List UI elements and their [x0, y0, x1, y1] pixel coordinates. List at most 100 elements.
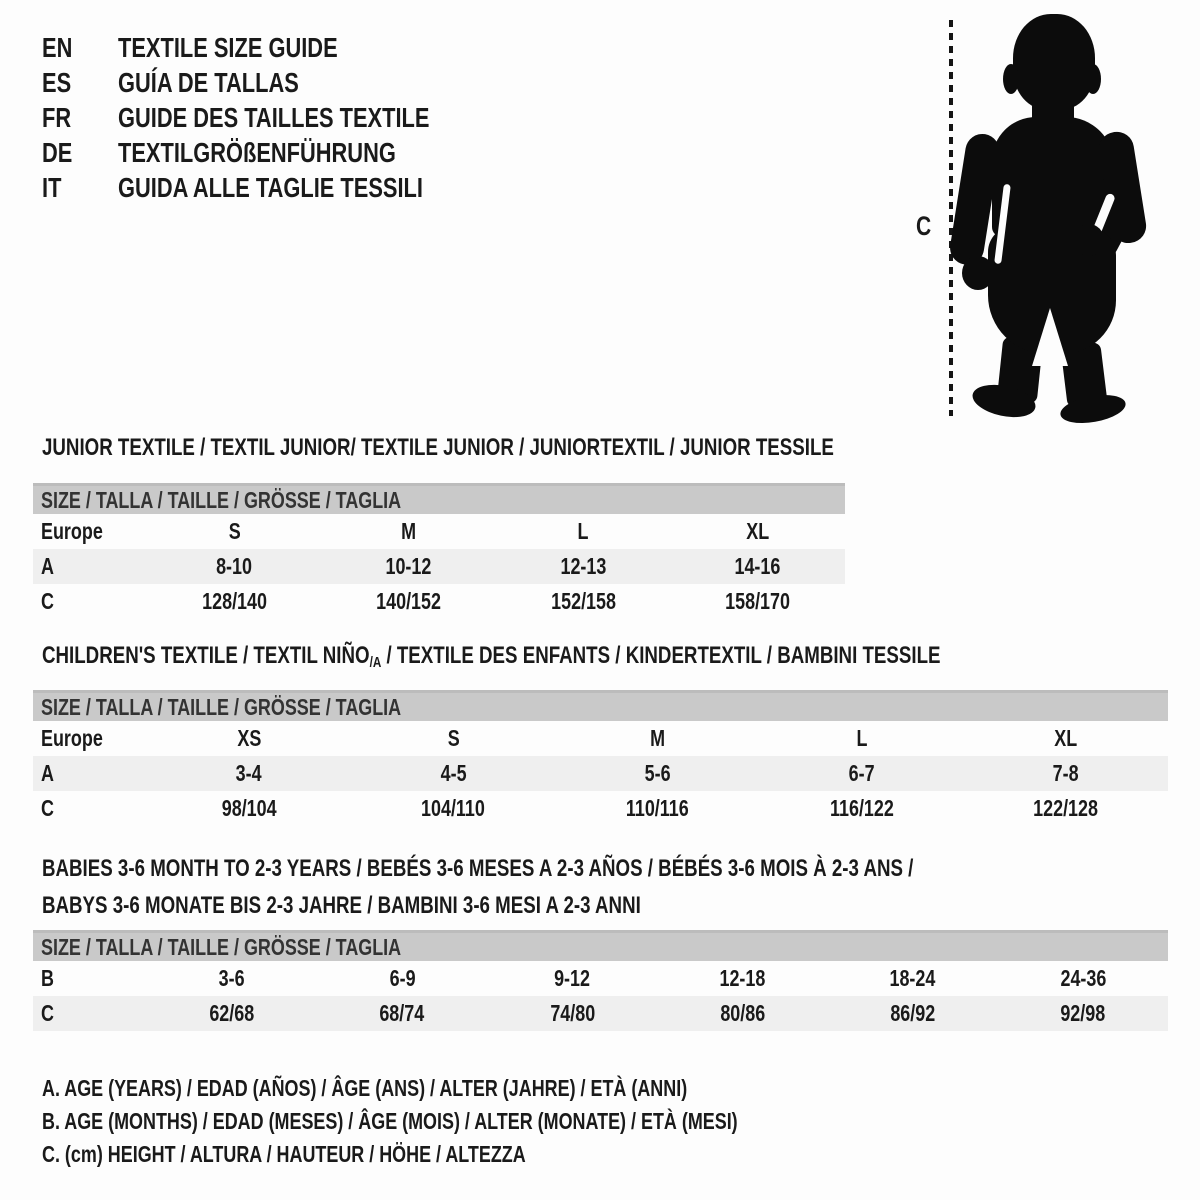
- cell-text: XS: [237, 725, 262, 751]
- language-title: TEXTILE SIZE GUIDE: [118, 32, 517, 64]
- babies-table-title: BABIES 3-6 MONTH TO 2-3 YEARS / BEBÉS 3-…: [42, 850, 1159, 924]
- cell-text: L: [577, 518, 589, 544]
- children-size-table: SIZE / TALLA / TAILLE / GRÖSSE / TAGLIA …: [33, 690, 1168, 826]
- table-cell: 158/170: [671, 588, 846, 615]
- legend-line-c: C. (cm) HEIGHT / ALTURA / HAUTEUR / HÖHE…: [42, 1138, 934, 1171]
- table-cell: 128/140: [147, 588, 322, 615]
- table-cell: 68/74: [317, 1000, 487, 1027]
- table-cell: 80/86: [658, 1000, 828, 1027]
- babies-title-line2-text: BABYS 3-6 MONATE BIS 2-3 JAHRE / BAMBINI…: [42, 892, 641, 919]
- table-cell: L: [760, 725, 964, 752]
- language-title-text: GUÍA DE TALLAS: [118, 66, 299, 98]
- legend-line-b-text: B. AGE (MONTHS) / EDAD (MESES) / ÂGE (MO…: [42, 1108, 738, 1134]
- language-title-text: TEXTILGRÖßENFÜHRUNG: [118, 136, 396, 168]
- cell-text: 3-6: [219, 965, 246, 991]
- cell-text: 158/170: [725, 588, 791, 614]
- cell-text: 92/98: [1060, 1000, 1106, 1026]
- cell-text: 6-9: [389, 965, 416, 991]
- silhouette-hand-left: [962, 256, 994, 290]
- table-cell: 122/128: [964, 795, 1168, 822]
- table-cell: M: [555, 725, 759, 752]
- cell-text: 9-12: [554, 965, 591, 991]
- size-header-text: SIZE / TALLA / TAILLE / GRÖSSE / TAGLIA: [41, 693, 402, 720]
- table-cell: L: [496, 518, 671, 545]
- table-row-europe: Europe XS S M L XL: [33, 721, 1168, 756]
- cell-text: 86/92: [890, 1000, 936, 1026]
- cell-text: XL: [1054, 725, 1078, 751]
- cell-text: 140/152: [376, 588, 442, 614]
- babies-title-line1: BABIES 3-6 MONTH TO 2-3 YEARS / BEBÉS 3-…: [42, 850, 1159, 887]
- language-title: GUIDE DES TAILLES TEXTILE: [118, 102, 517, 134]
- cell-text: 14-16: [734, 553, 781, 579]
- cell-text: 68/74: [379, 1000, 425, 1026]
- table-cell: 12-18: [658, 965, 828, 992]
- cell-text: M: [650, 725, 665, 751]
- table-row-a: A 3-4 4-5 5-6 6-7 7-8: [33, 756, 1168, 791]
- language-code: EN: [42, 32, 118, 64]
- legend-line-c-text: C. (cm) HEIGHT / ALTURA / HAUTEUR / HÖHE…: [42, 1141, 526, 1167]
- row-label-text: Europe: [41, 725, 103, 751]
- row-label: Europe: [33, 518, 147, 545]
- cell-text: XL: [746, 518, 770, 544]
- table-row-c: C 62/68 68/74 74/80 80/86 86/92 92/98: [33, 996, 1168, 1031]
- table-cell: XS: [147, 725, 351, 752]
- silhouette-ear-right: [1085, 64, 1101, 94]
- language-code-text: DE: [42, 136, 73, 168]
- table-cell: S: [147, 518, 322, 545]
- silhouette-ear-left: [1003, 64, 1019, 94]
- row-label: Europe: [33, 725, 147, 752]
- language-code: DE: [42, 137, 118, 169]
- row-label: A: [33, 553, 147, 580]
- cell-text: 18-24: [889, 965, 936, 991]
- table-cell: 3-6: [147, 965, 317, 992]
- table-cell: 86/92: [828, 1000, 998, 1027]
- table-cell: 152/158: [496, 588, 671, 615]
- row-label-text: Europe: [41, 518, 103, 544]
- language-row-it: IT GUIDA ALLE TAGLIE TESSILI: [42, 170, 517, 205]
- language-code-text: EN: [42, 31, 73, 63]
- table-cell: 5-6: [555, 760, 759, 787]
- language-title-text: GUIDA ALLE TAGLIE TESSILI: [118, 171, 423, 203]
- language-title-list: EN TEXTILE SIZE GUIDE ES GUÍA DE TALLAS …: [42, 30, 517, 205]
- junior-table-title: JUNIOR TEXTILE / TEXTIL JUNIOR/ TEXTILE …: [42, 434, 1057, 462]
- table-cell: M: [322, 518, 497, 545]
- row-label-text: C: [41, 588, 54, 614]
- size-header-bar: SIZE / TALLA / TAILLE / GRÖSSE / TAGLIA: [33, 690, 1168, 721]
- silhouette-torso: [992, 117, 1114, 237]
- size-header-text: SIZE / TALLA / TAILLE / GRÖSSE / TAGLIA: [41, 933, 402, 960]
- table-row-europe: Europe S M L XL: [33, 514, 845, 549]
- table-cell: 4-5: [351, 760, 555, 787]
- table-cell: 110/116: [555, 795, 759, 822]
- language-code: IT: [42, 172, 118, 204]
- cell-text: 110/116: [626, 795, 689, 821]
- table-cell: XL: [964, 725, 1168, 752]
- row-label: B: [33, 965, 147, 992]
- table-row-a: A 8-10 10-12 12-13 14-16: [33, 549, 845, 584]
- table-cell: 116/122: [760, 795, 964, 822]
- table-cell: 98/104: [147, 795, 351, 822]
- language-code: ES: [42, 67, 118, 99]
- size-header-bar: SIZE / TALLA / TAILLE / GRÖSSE / TAGLIA: [33, 930, 1168, 961]
- height-measure-label: C: [916, 211, 936, 242]
- cell-text: 116/122: [829, 795, 894, 821]
- title-subscript: /A: [369, 654, 382, 671]
- size-header-text: SIZE / TALLA / TAILLE / GRÖSSE / TAGLIA: [41, 486, 402, 513]
- cell-text: 6-7: [848, 760, 875, 786]
- cell-text: 152/158: [550, 588, 616, 614]
- cell-text: 8-10: [216, 553, 253, 579]
- cell-text: 80/86: [720, 1000, 766, 1026]
- table-cell: 18-24: [828, 965, 998, 992]
- table-row-c: C 98/104 104/110 110/116 116/122 122/128: [33, 791, 1168, 826]
- toddler-silhouette-icon: [947, 14, 1158, 428]
- cell-text: 3-4: [236, 760, 263, 786]
- table-cell: 74/80: [487, 1000, 657, 1027]
- row-label: A: [33, 760, 147, 787]
- language-code-text: ES: [42, 66, 72, 98]
- cell-text: 74/80: [549, 1000, 595, 1026]
- row-label-text: A: [41, 553, 54, 579]
- children-table-title: CHILDREN'S TEXTILE / TEXTIL NIÑO/A / TEX…: [42, 642, 1194, 671]
- cell-text: M: [401, 518, 417, 544]
- legend-line-a-text: A. AGE (YEARS) / EDAD (AÑOS) / ÂGE (ANS)…: [42, 1075, 688, 1101]
- language-title-text: TEXTILE SIZE GUIDE: [118, 31, 338, 63]
